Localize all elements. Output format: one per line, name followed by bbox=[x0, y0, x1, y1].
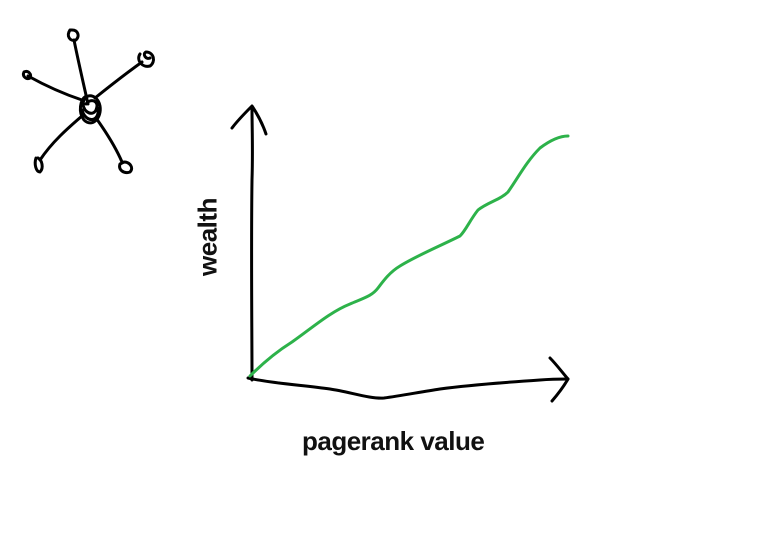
y-axis-line bbox=[250, 106, 254, 382]
y-axis bbox=[230, 104, 268, 382]
hub-network-icon bbox=[22, 28, 155, 174]
spoke-up bbox=[72, 38, 90, 106]
leaf-node-bottom-right bbox=[118, 160, 134, 174]
x-axis-arrowhead bbox=[548, 356, 570, 403]
hub-node bbox=[78, 94, 102, 125]
leaf-node-top-right bbox=[137, 50, 155, 68]
wealth-vs-pagerank-line bbox=[248, 134, 570, 378]
x-axis bbox=[246, 356, 570, 403]
spoke-down-right bbox=[94, 116, 124, 164]
y-axis-label: wealth bbox=[192, 198, 223, 276]
leaf-node-left bbox=[22, 70, 32, 80]
spoke-up-right bbox=[93, 60, 144, 100]
spoke-left bbox=[26, 74, 84, 102]
x-axis-label: pagerank value bbox=[302, 426, 485, 456]
spoke-down-left bbox=[38, 114, 84, 162]
y-axis-arrowhead bbox=[230, 104, 268, 136]
leaf-node-top bbox=[66, 28, 80, 42]
leaf-node-bottom-left bbox=[33, 156, 44, 174]
x-axis-line bbox=[246, 376, 570, 400]
